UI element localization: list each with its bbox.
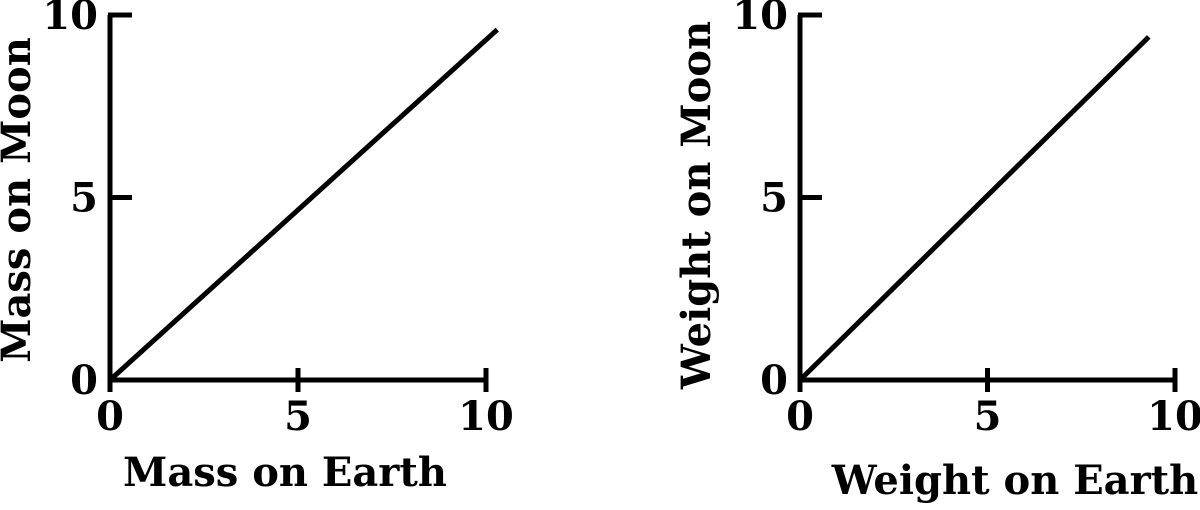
y-tick-label: 5 — [760, 175, 788, 222]
y-tick-label: 10 — [42, 0, 98, 39]
x-tick-label: 5 — [284, 393, 312, 440]
y-tick-label: 0 — [70, 357, 98, 404]
y-tick-label: 0 — [760, 357, 788, 404]
x-tick-label: 10 — [1147, 393, 1200, 440]
data-line — [798, 35, 1151, 382]
x-axis-title: Weight on Earth — [831, 457, 1198, 504]
y-axis-title: Mass on Moon — [0, 37, 40, 363]
x-tick-label: 5 — [974, 393, 1002, 440]
y-axis-title: Weight on Moon — [673, 21, 720, 390]
data-line — [108, 27, 499, 382]
y-tick-label: 10 — [732, 0, 788, 39]
y-tick-label: 5 — [70, 175, 98, 222]
x-tick-label: 0 — [786, 393, 814, 440]
x-tick-label: 10 — [458, 393, 514, 440]
x-tick-label: 0 — [96, 393, 124, 440]
x-axis-title: Mass on Earth — [123, 449, 447, 496]
